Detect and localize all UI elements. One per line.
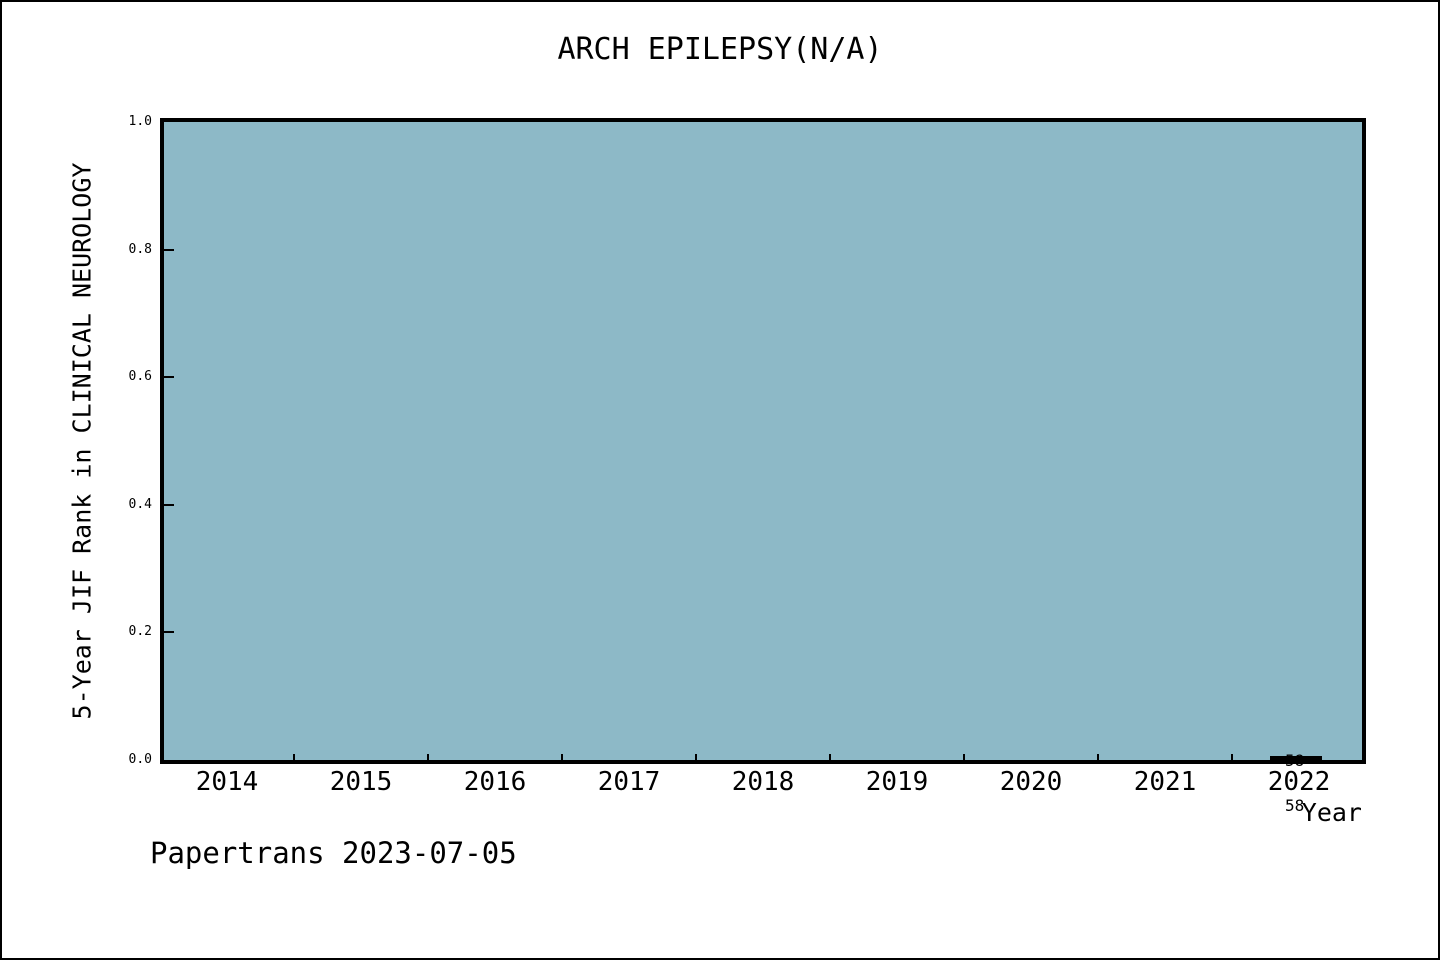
data-point-annotation: 58 58 — [1285, 723, 1324, 843]
x-tick-label: 2020 — [999, 767, 1063, 797]
y-axis-label: 5-Year JIF Rank in CLINICAL NEUROLOGY — [67, 162, 97, 720]
chart-title: ARCH EPILEPSY(N/A) — [557, 32, 883, 67]
y-tick-label: 0.4 — [128, 496, 152, 512]
annotation-total: 58 — [1285, 796, 1305, 815]
annotation-rank: 58 — [1285, 751, 1305, 770]
y-tick-label: 0.2 — [128, 624, 152, 640]
x-tick-label: 2016 — [463, 767, 527, 797]
x-tick-label: 2019 — [865, 767, 929, 797]
y-tick-mark — [164, 503, 174, 506]
y-tick-label: 0.0 — [128, 752, 152, 767]
x-tick-mark — [1097, 754, 1099, 760]
x-tick-label: 2018 — [731, 767, 795, 797]
y-tick-mark — [164, 631, 174, 634]
x-tick-mark — [293, 754, 295, 760]
x-tick-mark — [1231, 754, 1233, 760]
y-tick-label: 0.6 — [128, 369, 152, 385]
x-tick-mark — [561, 754, 563, 760]
x-tick-label: 2021 — [1133, 767, 1197, 797]
x-tick-label: 2017 — [597, 767, 661, 797]
x-tick-label: 2015 — [329, 767, 393, 797]
y-tick-label: 0.8 — [128, 241, 152, 257]
x-axis-label: Year — [1301, 798, 1362, 827]
x-tick-mark — [829, 754, 831, 760]
x-tick-mark — [695, 754, 697, 760]
y-tick-mark — [164, 248, 174, 251]
x-tick-mark — [963, 754, 965, 760]
x-tick-label: 2022 — [1267, 767, 1331, 797]
plot-area — [160, 118, 1366, 764]
x-tick-mark — [427, 754, 429, 760]
footer-text: Papertrans 2023-07-05 — [150, 836, 517, 870]
data-point-line-2022 — [1270, 756, 1322, 761]
y-tick-label: 1.0 — [128, 114, 152, 129]
y-tick-mark — [164, 376, 174, 379]
x-tick-label: 2014 — [195, 767, 259, 797]
